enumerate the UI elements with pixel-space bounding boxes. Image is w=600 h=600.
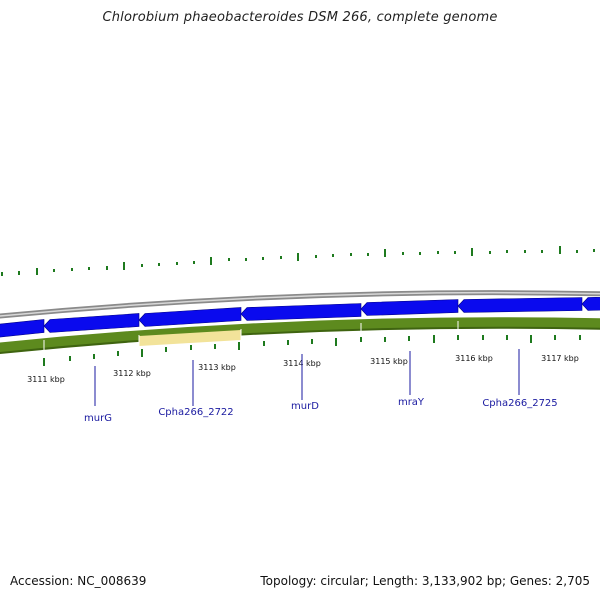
scale-label: 3116 kbp (455, 354, 493, 363)
scale-label: 3111 kbp (27, 375, 65, 384)
accession-label: Accession: NC_008639 (10, 574, 147, 588)
gc-content-ticks (1, 246, 595, 276)
cds-track (0, 296, 600, 338)
gene-track-band (0, 317, 600, 354)
cds-arrow (138, 307, 242, 327)
gene-label: Cpha266_2725 (482, 398, 557, 409)
gene-labels: murG Cpha266_2722 murD mraY Cpha266_2725 (84, 349, 558, 424)
gene-track-divider (43, 321, 459, 352)
gene-track (0, 317, 600, 354)
cds-arrow (581, 296, 600, 311)
scale-label: 3115 kbp (370, 357, 408, 366)
gene-label: mraY (398, 397, 425, 408)
cds-arrow (43, 313, 140, 333)
cds-arrow (0, 319, 45, 338)
gene-track-highlight (139, 330, 241, 346)
gene-label: murD (291, 401, 319, 412)
backbone-highlight (0, 291, 600, 317)
gene-label: Cpha266_2722 (158, 407, 233, 418)
cds-arrow (240, 303, 362, 321)
topology-info: Topology: circular; Length: 3,133,902 bp… (260, 574, 590, 588)
cds-arrow (360, 299, 459, 316)
cds-arrow (457, 297, 583, 313)
scale-label: 3113 kbp (198, 363, 236, 372)
scale-label: 3117 kbp (541, 354, 579, 363)
gene-track-shade (0, 326, 600, 354)
scale-label: 3112 kbp (113, 369, 151, 378)
map-title: Chlorobium phaeobacteroides DSM 266, com… (102, 10, 498, 25)
gene-label: murG (84, 413, 112, 424)
